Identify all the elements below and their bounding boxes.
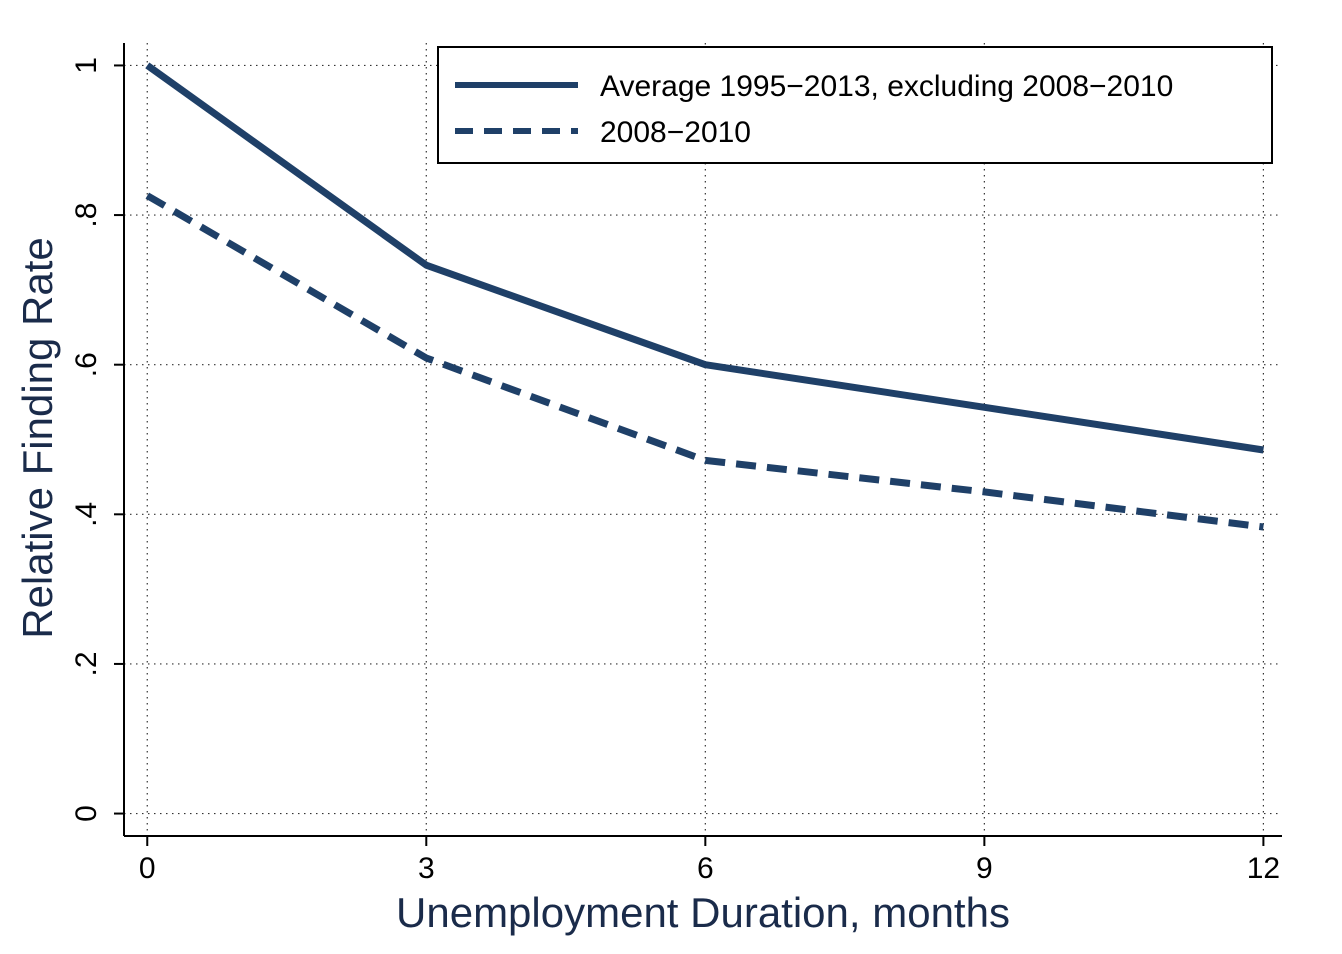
grid (124, 43, 1282, 836)
y-tick-label: 0 (70, 805, 103, 822)
axes: 0 .2 .4 .6 .8 1 0 3 6 9 12 (70, 43, 1282, 885)
legend-label-2008-2010: 2008−2010 (600, 116, 751, 149)
y-axis-title: Relative Finding Rate (14, 237, 61, 639)
legend: Average 1995−2013, excluding 2008−2010 2… (437, 46, 1273, 164)
series-line-0 (145, 62, 1264, 454)
y-tick-label: .2 (70, 651, 103, 676)
y-tick-label: 1 (70, 57, 103, 74)
y-tick-label: .8 (70, 203, 103, 228)
y-tick-label: .6 (70, 352, 103, 377)
x-axis-title: Unemployment Duration, months (396, 889, 1010, 936)
x-tick-label: 3 (418, 852, 435, 885)
x-tick-label: 6 (697, 852, 714, 885)
legend-box (437, 46, 1273, 164)
x-tick-label: 9 (976, 852, 993, 885)
series-line-1 (145, 192, 1264, 531)
legend-label-average: Average 1995−2013, excluding 2008−2010 (600, 70, 1173, 103)
x-tick-label: 12 (1247, 852, 1280, 885)
y-tick-label: .4 (70, 502, 103, 527)
series-layer (145, 62, 1264, 531)
x-tick-label: 0 (139, 852, 156, 885)
